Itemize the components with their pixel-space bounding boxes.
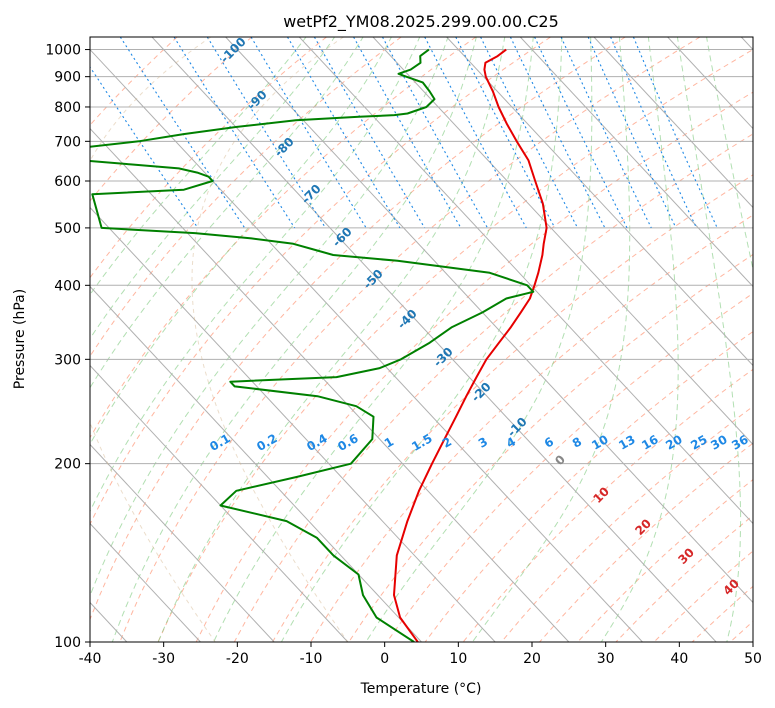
y-tick-label: 300 xyxy=(54,352,81,368)
dry-adiabat-line xyxy=(119,37,701,642)
dry-adiabat-line xyxy=(310,214,753,642)
plot-frame xyxy=(89,36,754,643)
mixing-ratio-line xyxy=(455,37,556,229)
dry-adiabat-line xyxy=(90,37,253,202)
mixing-ratio-line xyxy=(610,37,697,229)
x-tick-label: 50 xyxy=(744,651,762,667)
mixing-ratio-line xyxy=(313,37,426,229)
x-tick-label: -40 xyxy=(79,651,102,667)
isotherm-line xyxy=(519,37,753,288)
y-tick-label: 700 xyxy=(54,134,81,150)
moist-adiabat-line xyxy=(90,37,449,598)
mixing-ratio-line xyxy=(119,37,246,229)
isotherm-line xyxy=(446,37,753,367)
x-tick-label: -10 xyxy=(300,651,323,667)
x-tick-label: 10 xyxy=(449,651,467,667)
y-tick-label: 600 xyxy=(54,174,81,190)
y-tick-label: 400 xyxy=(54,278,81,294)
x-tick-label: -20 xyxy=(226,651,249,667)
y-tick-label: 900 xyxy=(54,70,81,86)
tick-layer: -40 -30 -20 -10 0 10 20 30 40 50 100 200 300 400 500 60… xyxy=(45,43,762,667)
dry-adiabat-line xyxy=(90,37,626,621)
dry-adiabat-line xyxy=(90,37,327,279)
moist-adiabat-line xyxy=(90,37,392,446)
isotherm-line xyxy=(90,48,643,642)
dry-adiabat-line xyxy=(90,37,551,526)
data-layer xyxy=(90,48,548,642)
x-tick-label: 20 xyxy=(523,651,541,667)
mixing-ratio-line xyxy=(353,37,462,229)
moist-adiabat-line xyxy=(280,37,563,642)
dewpoint-profile-line xyxy=(90,48,535,642)
mixing-ratio-line xyxy=(424,37,527,229)
mixing-ratio-line xyxy=(250,37,367,229)
temperature-profile-line xyxy=(393,48,548,642)
moist-adiabat-line xyxy=(676,37,742,642)
moist-adiabat-line xyxy=(90,37,364,389)
moist-adiabat-line xyxy=(157,37,506,642)
mixing-ratio-line xyxy=(632,37,718,229)
isotherm-line xyxy=(90,522,201,642)
y-tick-label: 800 xyxy=(54,100,81,116)
y-tick-label: 500 xyxy=(54,221,81,237)
isentrope-line xyxy=(191,37,349,642)
isotherm-line xyxy=(90,127,570,642)
isotherm-line xyxy=(90,443,275,642)
moist-adiabat-line xyxy=(706,37,753,272)
x-tick-label: -30 xyxy=(152,651,175,667)
chart-title: wetPf2_YM08.2025.299.00.00.C25 xyxy=(283,12,559,32)
x-tick-label: 40 xyxy=(670,651,688,667)
moist-adiabat-line xyxy=(111,37,477,642)
isotherm-line xyxy=(90,364,349,642)
y-tick-label: 1000 xyxy=(45,43,81,59)
isotherm-line xyxy=(298,37,753,525)
x-tick-label: 0 xyxy=(380,651,389,667)
dry-adiabat-line xyxy=(195,91,753,642)
isotherm-line xyxy=(90,285,422,642)
mixing-ratio-line xyxy=(480,37,579,229)
moist-adiabat-line xyxy=(213,37,534,642)
x-axis-label: Temperature (°C) xyxy=(360,681,482,697)
mixing-ratio-line xyxy=(587,37,677,229)
mixing-ratio-line xyxy=(534,37,628,229)
y-axis-label: Pressure (hPa) xyxy=(12,289,28,389)
moist-adiabat-line xyxy=(90,37,421,513)
dry-adiabat-line xyxy=(348,253,753,642)
moist-adiabat-line xyxy=(600,37,679,642)
isotherm-line xyxy=(372,37,753,446)
mixing-ratio-line xyxy=(382,37,488,229)
moist-adiabat-line xyxy=(90,37,336,340)
y-tick-label: 200 xyxy=(54,457,81,473)
y-tick-label: 100 xyxy=(54,635,81,651)
x-tick-label: 30 xyxy=(597,651,615,667)
mixing-ratio-line xyxy=(206,37,326,229)
mixing-ratio-line xyxy=(509,37,606,229)
dry-adiabat-line xyxy=(157,49,753,642)
mixing-ratio-line xyxy=(560,37,652,229)
grid-layer xyxy=(90,37,753,642)
mixing-ratio-line xyxy=(287,37,401,229)
dry-adiabat-line xyxy=(424,330,753,642)
moist-adiabat-line xyxy=(471,37,631,642)
dry-adiabat-line xyxy=(90,37,477,439)
isotherm-line xyxy=(225,37,753,604)
isotherm-line xyxy=(593,37,753,209)
